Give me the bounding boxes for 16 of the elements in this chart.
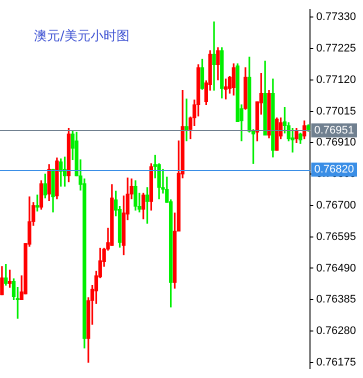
y-tick-label: 0.76700 [316,199,356,212]
y-tick-label: 0.76280 [316,325,356,338]
y-tick-label: 0.76175 [316,356,356,368]
y-tick-label: 0.77015 [316,105,356,118]
candlestick [212,22,216,91]
y-tick-label: 0.76910 [316,136,356,149]
candlestick [184,98,188,142]
y-tick-label: 0.76490 [316,262,356,274]
ref-line-label: 0.76951 [314,124,354,136]
text: 澳元/美元小时图 [34,28,130,45]
y-tick-label: 0.76595 [316,230,356,243]
y-tick-label: 0.77225 [316,42,356,54]
y-tick-label: 0.77330 [316,11,356,24]
y-tick-label: 0.77120 [316,74,356,86]
ref-line-label: 0.76820 [314,164,354,176]
y-tick-label: 0.76385 [316,294,356,306]
